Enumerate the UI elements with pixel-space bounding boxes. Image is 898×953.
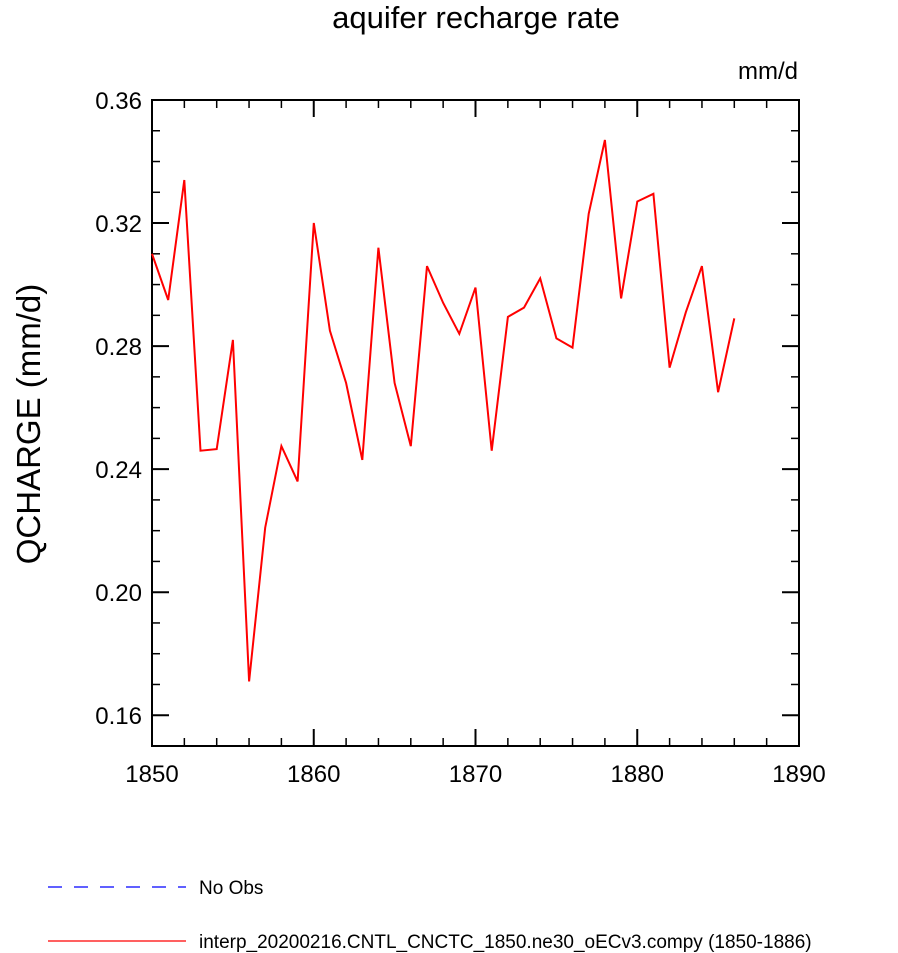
- y-tick-label: 0.16: [95, 703, 142, 730]
- series-line-1: [151, 139, 736, 682]
- x-tick-label: 1890: [772, 761, 825, 788]
- y-axis-label: QCHARGE (mm/d): [10, 284, 47, 565]
- x-tick-label: 1860: [287, 761, 340, 788]
- legend-entry-model-run: interp_20200216.CNTL_CNCTC_1850.ne30_oEC…: [199, 932, 812, 953]
- x-tick-label: 1880: [611, 761, 664, 788]
- y-tick-label: 0.24: [95, 457, 142, 484]
- legend-entry-no-obs: No Obs: [199, 878, 263, 899]
- plot-area: 1850 1860 1870 1880 1890 0.16 0.20 0.24 0.28 0.32…: [95, 88, 825, 788]
- plot-frame: [151, 99, 800, 747]
- x-tick-label: 1870: [449, 761, 502, 788]
- y-tick-label: 0.36: [95, 88, 142, 115]
- y-tick-label: 0.28: [95, 334, 142, 361]
- chart-title: aquifer recharge rate: [332, 0, 620, 35]
- units-label: mm/d: [738, 58, 798, 85]
- legend: No Obs interp_20200216.CNTL_CNCTC_1850.n…: [48, 878, 812, 953]
- y-tick-label: 0.20: [95, 580, 142, 607]
- x-tick-label: 1850: [125, 761, 178, 788]
- y-tick-label: 0.32: [95, 211, 142, 238]
